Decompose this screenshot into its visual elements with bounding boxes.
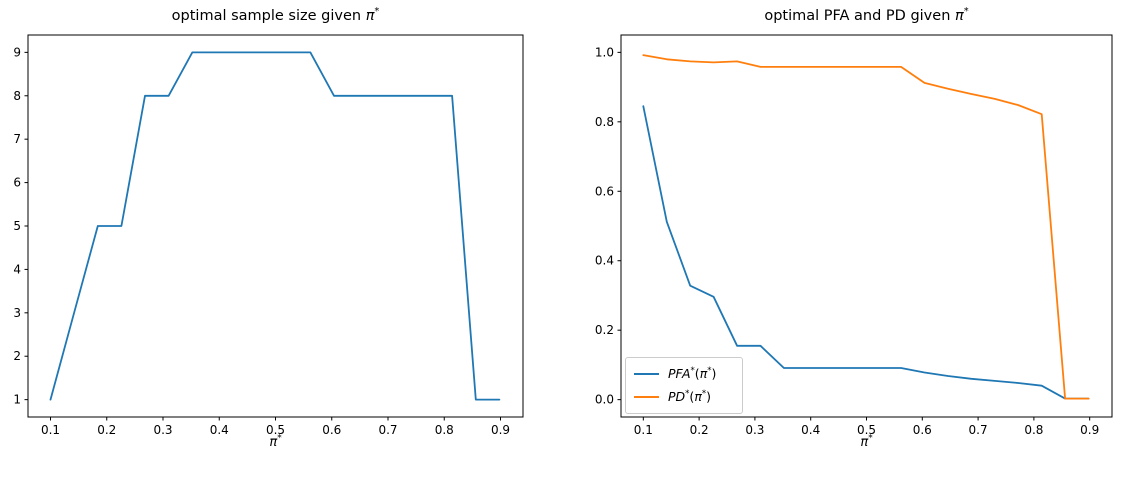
chart-1-x-tick-label: 0.1 [634, 423, 653, 437]
pi-symbol: π [269, 435, 278, 450]
chart-1-x-tick-label: 0.6 [913, 423, 932, 437]
chart-0-x-tick-label: 0.3 [153, 423, 172, 437]
legend-label-pfa: PFA*(π*) [668, 365, 717, 381]
chart-0-y-tick-label: 4 [13, 262, 21, 276]
chart-0-y-tick-label: 6 [13, 176, 21, 190]
right-chart-title: optimal PFA and PD given π* [621, 7, 1112, 25]
right-xaxis-label: π* [621, 433, 1112, 450]
legend-entry-pfa: PFA*(π*) [634, 363, 734, 385]
chart-1-series-line-0 [642, 105, 1090, 400]
chart-0-series-line-0 [49, 51, 501, 401]
chart-0-y-tick-label: 8 [13, 89, 21, 103]
chart-1-x-tick-label: 0.2 [690, 423, 709, 437]
legend-entry-pd: PD*(π*) [634, 386, 734, 408]
pd-line-sample-icon [634, 396, 659, 399]
chart-0-x-tick-label: 0.4 [210, 423, 229, 437]
star-superscript: * [868, 433, 873, 444]
star-superscript: * [277, 433, 282, 444]
chart-1-y-tick-label: 0.2 [595, 323, 614, 337]
chart-1-x-tick-label: 0.9 [1080, 423, 1099, 437]
chart-0-x-tick-label: 0.8 [435, 423, 454, 437]
pi-symbol: π [860, 435, 869, 450]
chart-0-x-tick-label: 0.7 [378, 423, 397, 437]
chart-0-y-tick-label: 5 [13, 219, 21, 233]
chart-1-y-tick-label: 0.0 [595, 393, 614, 407]
chart-0-y-tick-label: 2 [13, 349, 21, 363]
pfa-line-sample-icon [634, 372, 659, 375]
star-superscript: * [374, 6, 380, 18]
chart-1-x-tick-label: 0.8 [1024, 423, 1043, 437]
chart-1-x-tick-label: 0.3 [745, 423, 764, 437]
chart-0-y-tick-label: 7 [13, 132, 21, 146]
chart-0-x-tick-label: 0.1 [41, 423, 60, 437]
chart-0-x-tick-label: 0.2 [97, 423, 116, 437]
legend-label-pd: PD*(π*) [668, 388, 711, 404]
chart-1-y-tick-label: 0.4 [595, 254, 614, 268]
chart-1-series-line-1 [642, 54, 1090, 400]
chart-0-x-tick-label: 0.6 [322, 423, 341, 437]
pi-symbol: π [365, 8, 375, 24]
chart-1-x-tick-label: 0.5 [857, 423, 876, 437]
right-title-text: optimal PFA and PD given [764, 8, 955, 24]
chart-1-y-tick-label: 1.0 [595, 45, 614, 59]
left-title-text: optimal sample size given [171, 8, 366, 24]
chart-0-x-tick-label: 0.9 [491, 423, 510, 437]
legend: PFA*(π*) PD*(π*) [625, 357, 743, 414]
left-chart-title: optimal sample size given π* [28, 7, 523, 25]
chart-1-y-tick-label: 0.8 [595, 115, 614, 129]
chart-0-y-tick-label: 3 [13, 306, 21, 320]
chart-0-y-tick-label: 9 [13, 45, 21, 59]
chart-1-x-tick-label: 0.4 [801, 423, 820, 437]
left-xaxis-label: π* [28, 433, 523, 450]
pi-symbol: π [955, 8, 964, 24]
star-superscript: * [963, 6, 969, 18]
chart-0-x-tick-label: 0.5 [266, 423, 285, 437]
chart-1-y-tick-label: 0.6 [595, 184, 614, 198]
chart-1-x-tick-label: 0.7 [969, 423, 988, 437]
chart-0-y-tick-label: 1 [13, 393, 21, 407]
